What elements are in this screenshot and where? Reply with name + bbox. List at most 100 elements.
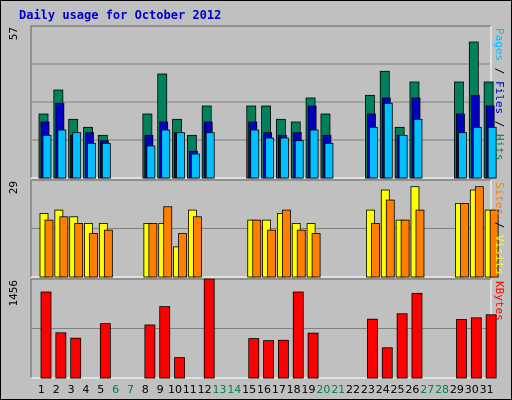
x-tick-label: 13 [212, 383, 226, 396]
sites-bar [103, 229, 113, 278]
pages-bar [42, 134, 52, 179]
sites-bar [44, 219, 54, 278]
pages-bar [413, 118, 423, 179]
sites-bar [192, 216, 202, 278]
pages-bar [250, 129, 260, 179]
pages-bar [324, 142, 334, 179]
x-tick-label: 7 [127, 383, 134, 396]
x-tick-label: 22 [346, 383, 360, 396]
page-title: Daily usage for October 2012 [19, 8, 222, 22]
kbytes-bar [278, 339, 289, 379]
visits-right-label: Sites / Visits [493, 182, 506, 275]
pages-bar [205, 132, 215, 179]
sites-bar [252, 219, 262, 278]
pages-bar [87, 142, 96, 179]
x-tick-label: 20 [316, 383, 330, 396]
kbytes-bar [203, 278, 215, 379]
kbytes-bar [367, 318, 378, 379]
kbytes-bar [485, 314, 497, 379]
sites-bar [385, 199, 395, 278]
sites-bar [489, 209, 499, 278]
x-tick-label: 11 [183, 383, 197, 396]
sites-bar [59, 216, 69, 278]
sites-bar [148, 223, 158, 278]
x-tick-label: 21 [331, 383, 345, 396]
kbytes-bar [174, 357, 185, 379]
sites-bar [163, 206, 173, 278]
pages-bar [57, 129, 67, 179]
kbytes-bar [248, 338, 260, 379]
pages-bar [72, 132, 82, 179]
kbytes-ymax-label: 1456 [7, 280, 20, 307]
x-tick-label: 27 [420, 383, 434, 396]
x-tick-label: 25 [391, 383, 405, 396]
pages-bar [458, 132, 467, 179]
sites-bar [178, 233, 187, 278]
pages-bar [309, 129, 319, 179]
sites-bar [267, 229, 276, 278]
kbytes-bar [411, 292, 423, 379]
sites-bar [415, 209, 425, 278]
hits-ymax-label: 57 [7, 27, 20, 40]
x-tick-label: 24 [376, 383, 390, 396]
kbytes-bar [307, 332, 319, 379]
kbytes-bar [55, 332, 67, 379]
sites-bar [311, 233, 321, 278]
pages-bar [190, 153, 200, 179]
kbytes-bar [144, 324, 156, 379]
kbytes-bar [159, 306, 171, 379]
x-tick-label: 6 [112, 383, 119, 396]
kbytes-bar [263, 340, 274, 379]
x-tick-label: 3 [68, 383, 75, 396]
x-tick-label: 28 [435, 383, 449, 396]
x-tick-label: 16 [257, 383, 271, 396]
x-tick-label: 19 [302, 383, 316, 396]
x-tick-label: 12 [198, 383, 212, 396]
sites-bar [371, 223, 380, 278]
pages-bar [161, 129, 171, 179]
pages-bar [487, 126, 497, 179]
pages-bar [398, 134, 408, 179]
legend-files: Files [493, 81, 506, 114]
x-tick-label: 31 [480, 383, 494, 396]
x-tick-label: 17 [272, 383, 286, 396]
kbytes-bar [470, 317, 482, 379]
sites-bar [460, 203, 469, 278]
sites-bar [89, 233, 98, 278]
kbytes-bar [40, 291, 52, 379]
x-tick-label: 2 [53, 383, 60, 396]
legend-hits: Hits [493, 134, 506, 161]
sites-bar [282, 209, 291, 278]
pages-bar [472, 126, 482, 179]
sites-bar [296, 229, 306, 278]
pages-bar [176, 132, 185, 179]
kbytes-bar [70, 337, 82, 379]
kbytes-bar [381, 347, 393, 379]
hits-right-label: Pages / Files / Hits [493, 28, 506, 161]
pages-bar [369, 126, 378, 179]
visits-ymax-label: 29 [7, 181, 20, 194]
x-tick-label: 29 [450, 383, 464, 396]
x-tick-label: 15 [242, 383, 256, 396]
x-tick-label: 4 [82, 383, 89, 396]
legend-kbytes: KBytes [493, 281, 506, 321]
sites-bar [400, 219, 410, 278]
x-tick-label: 23 [361, 383, 375, 396]
x-tick-label: 1 [38, 383, 45, 396]
pages-bar [294, 140, 304, 179]
kbytes-bar [396, 313, 408, 379]
pages-bar [101, 142, 111, 179]
x-tick-label: 8 [142, 383, 149, 396]
kbytes-bar [292, 291, 304, 379]
x-tick-label: 30 [465, 383, 479, 396]
kbytes-bar [99, 323, 111, 379]
x-tick-label: 18 [287, 383, 301, 396]
legend-pages: Pages [493, 28, 506, 61]
kbytes-right-label: KBytes [493, 281, 506, 321]
pages-bar [383, 102, 393, 179]
pages-bar [280, 137, 289, 179]
x-tick-label: 26 [405, 383, 419, 396]
pages-bar [146, 145, 156, 179]
x-tick-label: 5 [97, 383, 104, 396]
